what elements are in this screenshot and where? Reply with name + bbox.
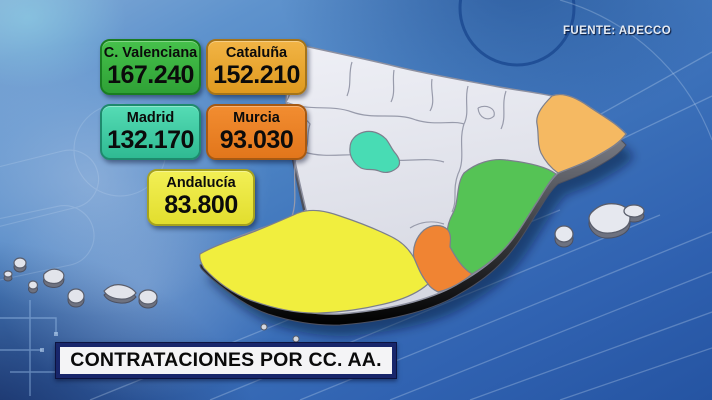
title-banner: CONTRATACIONES POR CC. AA. <box>55 342 397 379</box>
region-andalucia <box>199 209 429 314</box>
region-value: 152.210 <box>213 60 300 89</box>
canary-islands <box>3 257 158 309</box>
region-madrid <box>349 130 401 173</box>
region-name: C. Valenciana <box>103 44 198 61</box>
label-card-cataluna: Cataluña 152.210 <box>206 39 307 95</box>
ceuta-melilla-dots <box>260 323 300 343</box>
region-name: Murcia <box>233 109 280 126</box>
label-card-valenciana: C. Valenciana 167.240 <box>100 39 201 95</box>
region-name: Andalucía <box>166 175 236 192</box>
region-value: 132.170 <box>107 125 194 154</box>
region-murcia <box>412 224 474 293</box>
banner-title: CONTRATACIONES POR CC. AA. <box>60 347 392 374</box>
label-card-murcia: Murcia 93.030 <box>206 104 307 160</box>
source-credit: FUENTE: ADECCO <box>563 25 672 37</box>
balearic-islands <box>554 203 645 248</box>
region-cataluna <box>536 94 627 174</box>
label-card-andalucia: Andalucía 83.800 <box>147 169 255 226</box>
region-value: 167.240 <box>107 60 194 89</box>
region-value: 83.800 <box>164 191 238 220</box>
background-circle-arc <box>458 0 576 67</box>
region-name: Cataluña <box>225 44 288 61</box>
region-name: Madrid <box>126 109 175 126</box>
label-card-madrid: Madrid 132.170 <box>100 104 201 160</box>
region-value: 93.030 <box>219 125 294 154</box>
background-arc <box>559 0 712 141</box>
